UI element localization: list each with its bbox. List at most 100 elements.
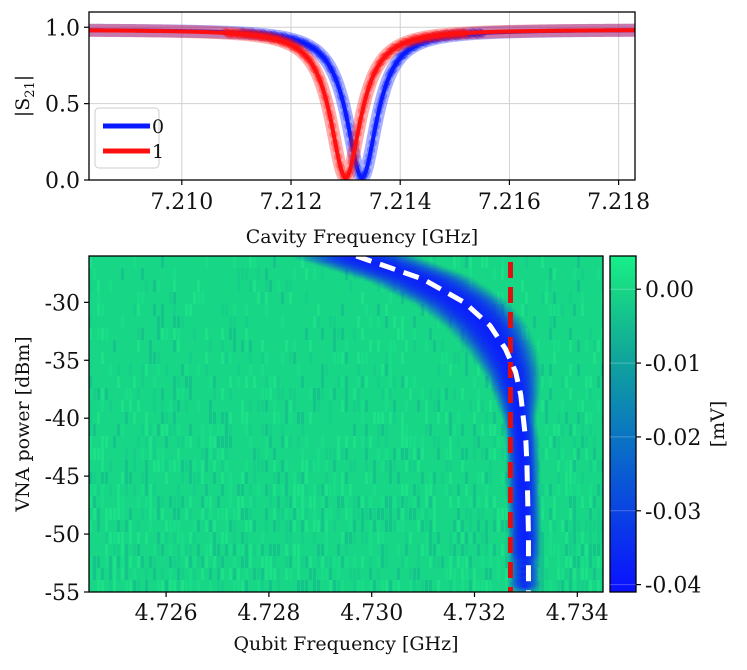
- heatmap-cell: [453, 496, 456, 508]
- heatmap-cell: [441, 436, 444, 448]
- heatmap-cell: [545, 484, 548, 496]
- heatmap-cell: [345, 568, 348, 580]
- heatmap-cell: [377, 304, 380, 316]
- colorbar-tick-label: -0.01: [645, 352, 701, 377]
- heatmap-cell: [373, 292, 376, 304]
- heatmap-cell: [389, 496, 392, 508]
- heatmap-cell: [289, 496, 292, 508]
- heatmap-cell: [373, 556, 376, 568]
- heatmap-cell: [225, 448, 228, 460]
- heatmap-cell: [341, 472, 344, 484]
- heatmap-cell: [437, 388, 440, 400]
- series-line-1: [89, 28, 635, 180]
- heatmap-cell: [421, 508, 424, 520]
- heatmap-cell: [217, 556, 220, 568]
- heatmap-cell: [393, 400, 396, 412]
- heatmap-cell: [337, 556, 340, 568]
- heatmap-cell: [501, 556, 504, 568]
- heatmap-cell: [217, 424, 220, 436]
- heatmap-cell: [477, 544, 480, 556]
- heatmap-cell: [429, 580, 432, 592]
- heatmap-cell: [197, 280, 200, 292]
- heatmap-cell: [489, 556, 492, 568]
- heatmap-cell: [461, 532, 464, 544]
- heatmap-cell: [353, 388, 356, 400]
- heatmap-cell: [397, 460, 400, 472]
- heatmap-cell: [413, 328, 416, 340]
- heatmap-cell: [457, 436, 460, 448]
- heatmap-cell: [585, 448, 588, 460]
- heatmap-cell: [557, 304, 560, 316]
- heatmap-cell: [433, 388, 436, 400]
- heatmap-cell: [205, 256, 208, 268]
- heatmap-cell: [177, 280, 180, 292]
- heatmap-cell: [397, 436, 400, 448]
- heatmap-cell: [337, 496, 340, 508]
- heatmap-cell: [89, 376, 92, 388]
- heatmap-cell: [245, 328, 248, 340]
- heatmap-cell: [549, 280, 552, 292]
- heatmap-cell: [145, 472, 148, 484]
- heatmap-cell: [545, 292, 548, 304]
- heatmap-cell: [389, 460, 392, 472]
- heatmap-cell: [549, 328, 552, 340]
- heatmap-cell: [209, 340, 212, 352]
- heatmap-cell: [497, 508, 500, 520]
- heatmap-cell: [433, 544, 436, 556]
- heatmap-cell: [221, 580, 224, 592]
- heatmap-cell: [313, 424, 316, 436]
- heatmap-cell: [405, 568, 408, 580]
- heatmap-cell: [481, 556, 484, 568]
- heatmap-cell: [341, 544, 344, 556]
- heatmap-cell: [165, 460, 168, 472]
- heatmap-cell: [305, 364, 308, 376]
- heatmap-cell: [265, 280, 268, 292]
- heatmap-cell: [605, 352, 608, 364]
- heatmap-cell: [525, 256, 528, 268]
- heatmap-cell: [313, 472, 316, 484]
- heatmap-cell: [541, 544, 544, 556]
- heatmap-cell: [325, 556, 328, 568]
- heatmap-cell: [265, 268, 268, 280]
- heatmap-cell: [581, 316, 584, 328]
- heatmap-cell: [233, 412, 236, 424]
- heatmap-cell: [389, 484, 392, 496]
- heatmap-cell: [241, 556, 244, 568]
- heatmap-cell: [549, 316, 552, 328]
- heatmap-cell: [89, 328, 92, 340]
- heatmap-cell: [281, 436, 284, 448]
- heatmap-cell: [125, 412, 128, 424]
- heatmap-cell: [209, 292, 212, 304]
- heatmap-cell: [397, 484, 400, 496]
- heatmap-cell: [557, 556, 560, 568]
- heatmap-cell: [169, 520, 172, 532]
- heatmap-cell: [289, 568, 292, 580]
- heatmap-cell: [133, 448, 136, 460]
- heatmap-cell: [201, 448, 204, 460]
- heatmap-cell: [545, 448, 548, 460]
- heatmap-cell: [577, 544, 580, 556]
- heatmap-cell: [553, 352, 556, 364]
- heatmap-cell: [245, 448, 248, 460]
- heatmap-cell: [181, 388, 184, 400]
- heatmap-cell: [125, 376, 128, 388]
- heatmap-cell: [397, 328, 400, 340]
- heatmap-cell: [381, 496, 384, 508]
- heatmap-cell: [453, 256, 456, 268]
- heatmap-cell: [377, 556, 380, 568]
- heatmap-cell: [425, 340, 428, 352]
- heatmap-cell: [421, 580, 424, 592]
- heatmap-cell: [109, 352, 112, 364]
- heatmap-cell: [277, 544, 280, 556]
- heatmap-cell: [569, 484, 572, 496]
- heatmap-cell: [573, 520, 576, 532]
- heatmap-cell: [153, 352, 156, 364]
- heatmap-cell: [397, 544, 400, 556]
- heatmap-cell: [293, 508, 296, 520]
- heatmap-cell: [305, 532, 308, 544]
- heatmap-cell: [329, 412, 332, 424]
- heatmap-cell: [337, 328, 340, 340]
- heatmap-cell: [237, 484, 240, 496]
- heatmap-cell: [289, 400, 292, 412]
- heatmap-cell: [125, 388, 128, 400]
